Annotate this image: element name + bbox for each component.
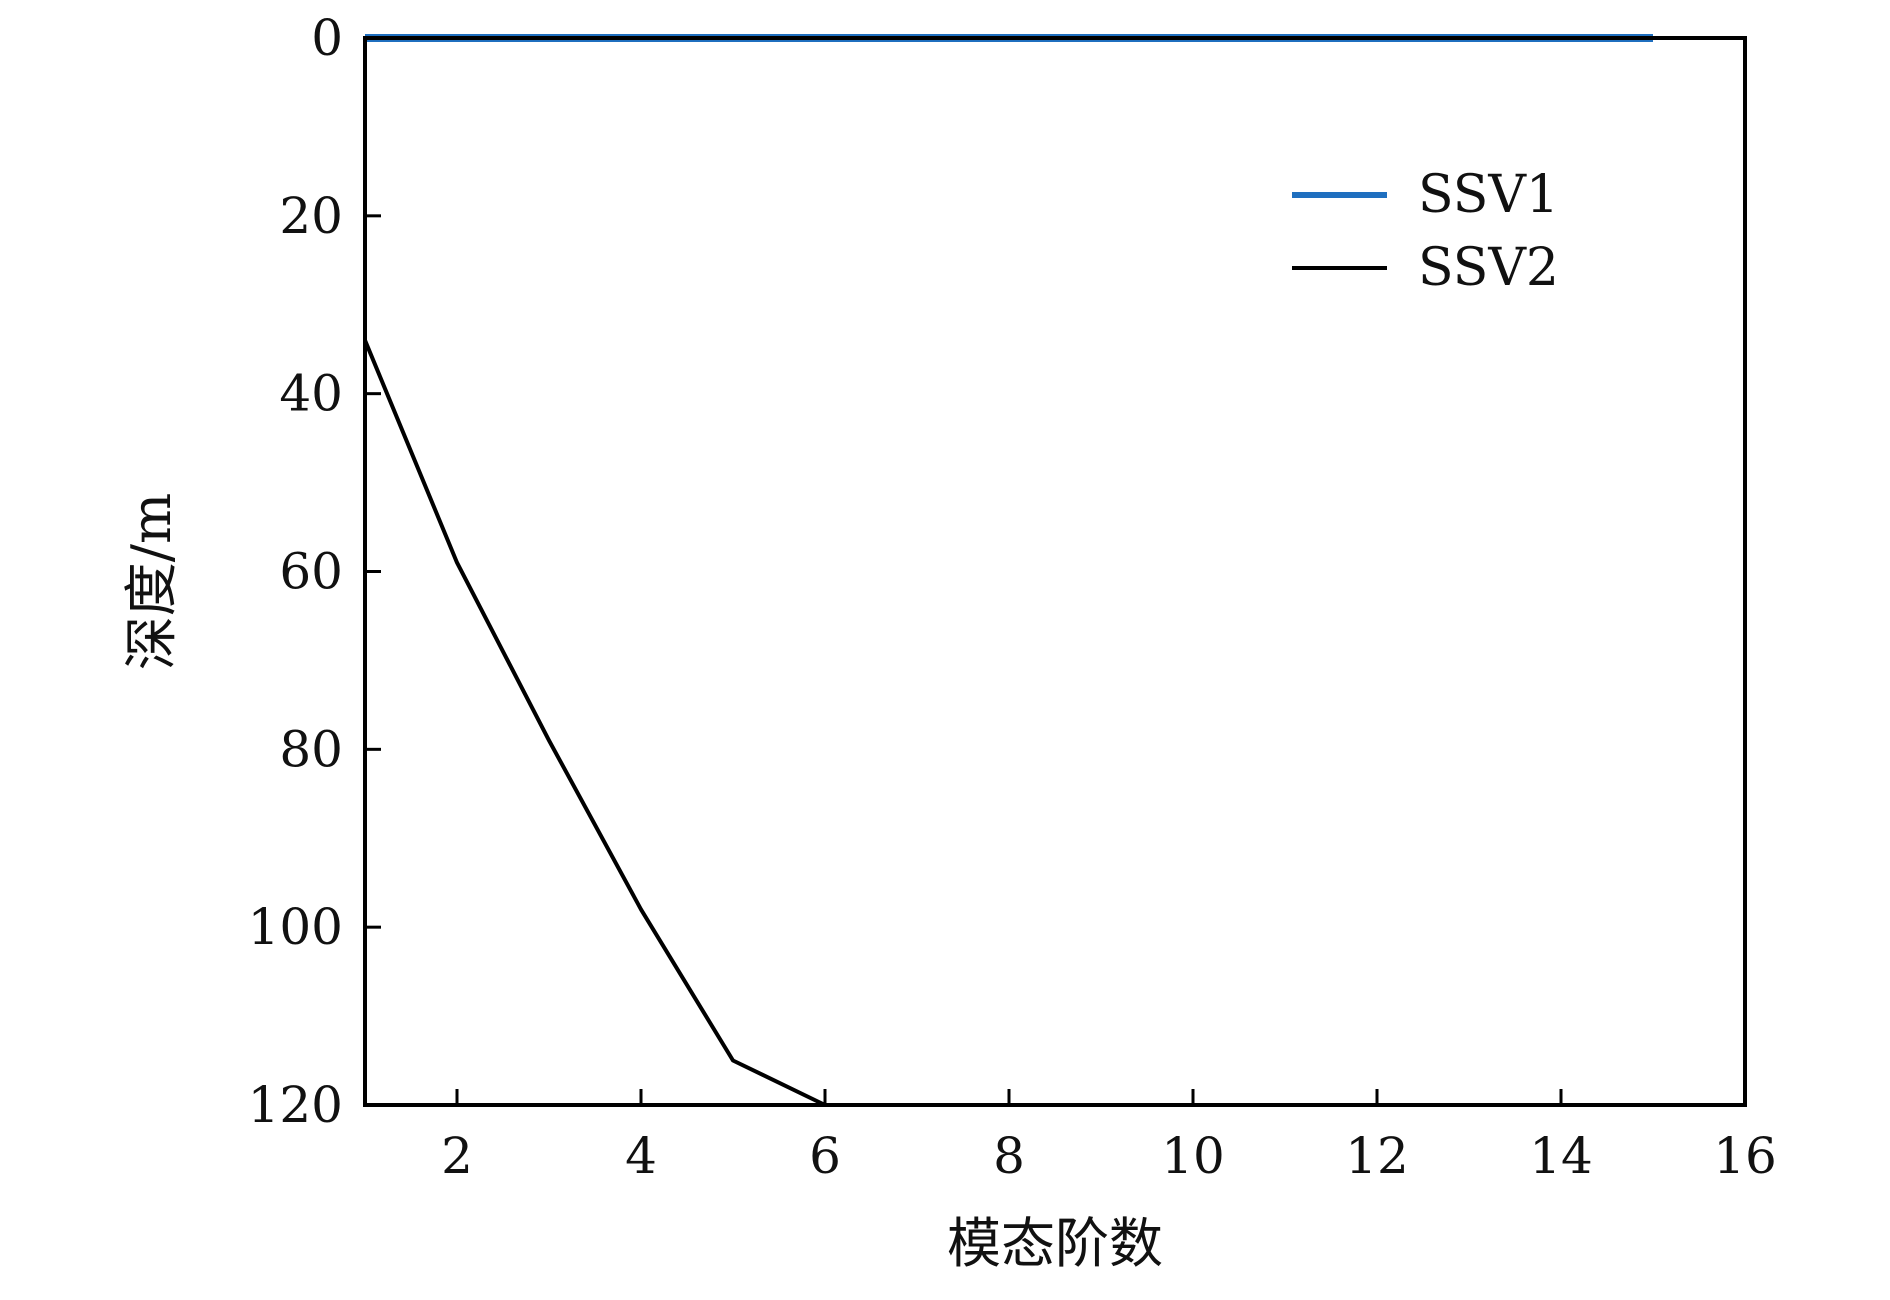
y-axis-title: 深度/m [120,493,183,670]
y-tick-label: 0 [311,9,343,67]
y-tick-label: 20 [279,187,343,245]
legend: SSV1 SSV2 [1292,165,1559,298]
y-tick-label: 120 [248,1076,343,1134]
x-tick-label: 2 [441,1127,473,1185]
legend-label-ssv2: SSV2 [1418,238,1559,298]
x-tick-label: 12 [1345,1127,1409,1185]
x-tick-label: 4 [625,1127,657,1185]
x-tick-label: 6 [809,1127,841,1185]
y-tick-label: 40 [279,365,343,423]
y-tick-label: 100 [248,898,343,956]
y-tick-label: 80 [279,720,343,778]
x-axis: 2 4 6 8 10 12 14 16 [441,1089,1777,1185]
legend-label-ssv1: SSV1 [1418,165,1559,225]
series-line-ssv2 [363,339,1653,1107]
x-axis-title: 模态阶数 [947,1212,1163,1275]
x-tick-label: 8 [993,1127,1025,1185]
x-tick-label: 10 [1161,1127,1225,1185]
y-axis: 0 20 40 60 80 100 120 [248,9,381,1134]
y-tick-label: 60 [279,543,343,601]
x-tick-label: 16 [1713,1127,1777,1185]
x-tick-label: 14 [1529,1127,1593,1185]
